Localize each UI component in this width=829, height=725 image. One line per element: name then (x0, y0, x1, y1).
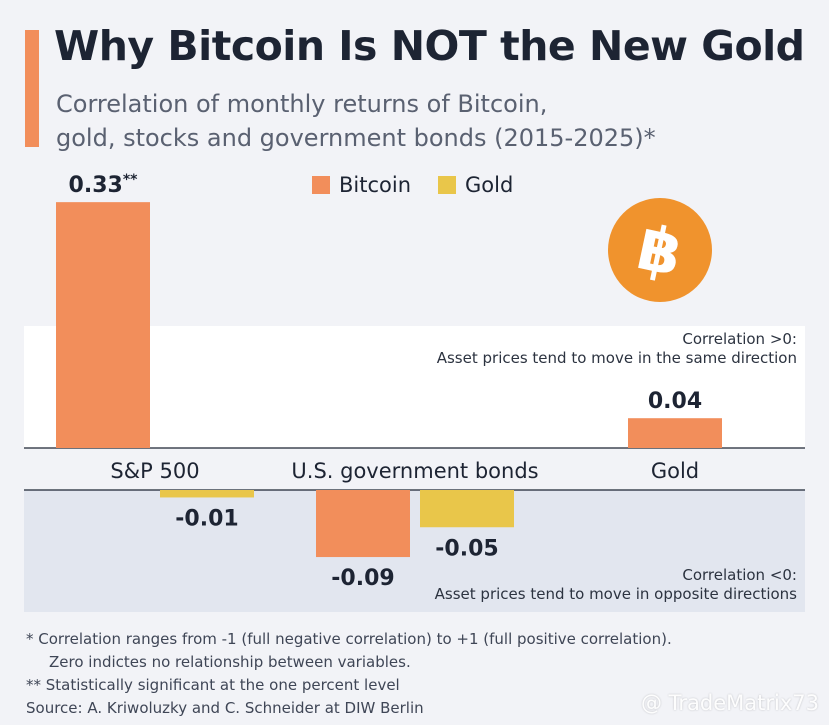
data-label-bitcoin-0: 0.33** (69, 172, 139, 198)
legend-item-gold: Gold (438, 173, 513, 197)
category-label: Gold (651, 459, 699, 483)
negative-note-title: Correlation <0: (682, 566, 797, 584)
bar-bitcoin-0 (56, 202, 150, 448)
legend-swatch-gold (438, 176, 456, 194)
bar-gold-1 (420, 490, 514, 528)
bar-bitcoin-1 (316, 490, 410, 558)
watermark: @ TradeMatrix73 (640, 691, 819, 715)
title-accent-bar (25, 30, 39, 147)
data-label-bitcoin-1: -0.09 (331, 566, 394, 591)
bitcoin-icon: ฿ (608, 198, 712, 302)
source-credit: Source: A. Kriwoluzky and C. Schneider a… (26, 699, 424, 717)
legend-swatch-bitcoin (312, 176, 330, 194)
positive-correlation-note: Correlation >0: Asset prices tend to mov… (437, 330, 797, 368)
negative-zone-background (24, 490, 805, 612)
negative-correlation-note: Correlation <0: Asset prices tend to mov… (435, 566, 797, 604)
positive-note-title: Correlation >0: (682, 330, 797, 348)
legend-item-bitcoin: Bitcoin (312, 173, 411, 197)
bar-gold-0 (160, 490, 254, 498)
legend-label-bitcoin: Bitcoin (339, 173, 412, 197)
subtitle-line-1: Correlation of monthly returns of Bitcoi… (56, 90, 548, 118)
category-label: U.S. government bonds (291, 459, 538, 483)
footnote-zero-meaning: Zero indictes no relationship between va… (49, 653, 411, 671)
bitcoin-icon-circle (608, 198, 712, 302)
legend-label-gold: Gold (465, 173, 514, 197)
category-label: S&P 500 (110, 459, 199, 483)
correlation-bar-chart: S&P 500 0.33** -0.01 U.S. government bonds -… (24, 172, 805, 612)
subtitle-line-2: gold, stocks and government bonds (2015-… (56, 124, 656, 152)
positive-note-text: Asset prices tend to move in the same di… (436, 349, 797, 367)
footnote-significance: ** Statistically significant at the one … (26, 676, 400, 694)
data-label-gold-0: -0.01 (175, 506, 238, 531)
data-label-bitcoin-2: 0.04 (648, 389, 702, 414)
data-label-gold-1: -0.05 (435, 536, 498, 561)
bar-bitcoin-2 (628, 418, 722, 448)
page-title: Why Bitcoin Is NOT the New Gold (54, 22, 805, 70)
footnote-correlation-range: * Correlation ranges from -1 (full negat… (26, 630, 672, 648)
negative-note-text: Asset prices tend to move in opposite di… (434, 585, 797, 603)
